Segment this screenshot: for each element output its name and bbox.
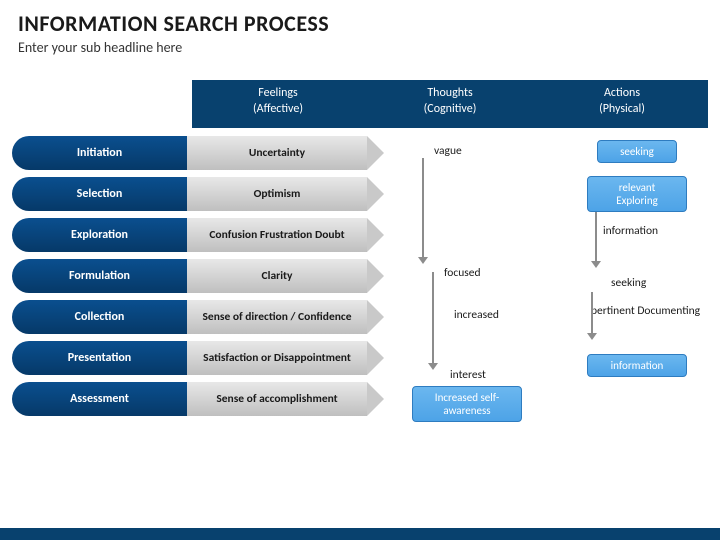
self-awareness-box: Increased self-awareness bbox=[412, 386, 522, 422]
page-title: INFORMATION SEARCH PROCESS bbox=[18, 10, 702, 37]
stage-pill: Exploration bbox=[12, 218, 187, 252]
feeling-chevron: Sense of direction / Confidence bbox=[177, 300, 367, 334]
header-thoughts: Thoughts (Cognitive) bbox=[364, 80, 536, 128]
footer-bar bbox=[0, 528, 720, 540]
action-box: information bbox=[587, 354, 687, 377]
thoughts-column: vague focused increased interest Increased s… bbox=[392, 136, 542, 436]
arrow-down-icon bbox=[595, 212, 597, 262]
feeling-chevron: Clarity bbox=[177, 259, 367, 293]
thought-label: focused bbox=[444, 266, 481, 280]
stage-pill: Initiation bbox=[12, 136, 187, 170]
action-label: pertinent Documenting bbox=[591, 304, 700, 318]
action-box: relevant Exploring bbox=[587, 176, 687, 212]
feeling-chevron: Sense of accomplishment bbox=[177, 382, 367, 416]
header-actions: Actions (Physical) bbox=[536, 80, 708, 128]
header-actions-l2: (Physical) bbox=[536, 102, 708, 118]
arrow-down-icon bbox=[432, 272, 434, 364]
header-thoughts-l2: (Cognitive) bbox=[364, 102, 536, 118]
arrow-down-icon bbox=[422, 158, 424, 258]
feeling-chevron: Optimism bbox=[177, 177, 367, 211]
header-actions-l1: Actions bbox=[536, 86, 708, 102]
feeling-chevron: Confusion Frustration Doubt bbox=[177, 218, 367, 252]
thought-label: increased bbox=[454, 308, 499, 322]
stage-pill: Assessment bbox=[12, 382, 187, 416]
column-headers: Feelings (Affective) Thoughts (Cognitive… bbox=[192, 80, 708, 128]
arrow-down-icon bbox=[591, 292, 593, 334]
feeling-chevron: Satisfaction or Disappointment bbox=[177, 341, 367, 375]
header-thoughts-l1: Thoughts bbox=[364, 86, 536, 102]
header-feelings-l1: Feelings bbox=[192, 86, 364, 102]
action-label: seeking bbox=[611, 276, 646, 290]
action-box: seeking bbox=[597, 140, 677, 163]
stage-pill: Selection bbox=[12, 177, 187, 211]
stage-pill: Formulation bbox=[12, 259, 187, 293]
actions-column: seeking relevant Exploring information info… bbox=[567, 136, 707, 436]
thought-label: vague bbox=[434, 144, 462, 158]
action-label: information bbox=[603, 224, 658, 238]
stage-pill: Presentation bbox=[12, 341, 187, 375]
diagram-content: Feelings (Affective) Thoughts (Cognitive… bbox=[12, 80, 708, 520]
page-subtitle: Enter your sub headline here bbox=[18, 39, 702, 56]
feeling-chevron: Uncertainty bbox=[177, 136, 367, 170]
header-feelings-l2: (Affective) bbox=[192, 102, 364, 118]
header-feelings: Feelings (Affective) bbox=[192, 80, 364, 128]
thought-label: interest bbox=[450, 368, 486, 382]
stage-pill: Collection bbox=[12, 300, 187, 334]
